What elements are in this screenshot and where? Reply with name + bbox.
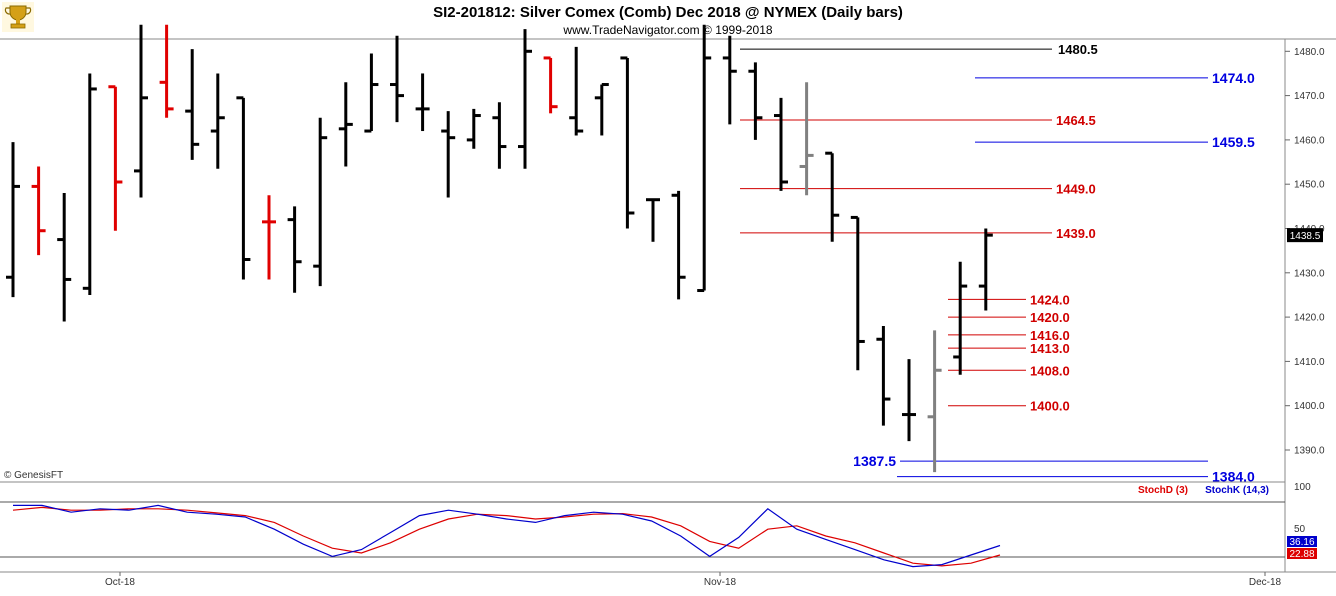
- level-label: 1459.5: [1212, 134, 1255, 150]
- level-label: 1420.0: [1030, 310, 1070, 325]
- x-tick-label: Nov-18: [704, 577, 737, 588]
- stochd-legend: StochD (3): [1138, 485, 1188, 496]
- y-tick-label: 1420.0: [1294, 313, 1325, 324]
- level-label: 1384.0: [1212, 469, 1255, 485]
- level-label: 1413.0: [1030, 341, 1070, 356]
- last-price-label: 1438.5: [1290, 231, 1321, 242]
- chart-subtitle: www.TradeNavigator.com © 1999-2018: [562, 23, 772, 37]
- y-tick-label: 1470.0: [1294, 91, 1325, 102]
- y-tick-label: 1450.0: [1294, 180, 1325, 191]
- watermark: © GenesisFT: [4, 470, 63, 481]
- level-label: 1424.0: [1030, 292, 1070, 307]
- level-label: 1480.5: [1058, 42, 1098, 57]
- level-label: 1439.0: [1056, 226, 1096, 241]
- level-label: 1400.0: [1030, 399, 1070, 414]
- level-label: 1474.0: [1212, 70, 1255, 86]
- stoch-tick-label: 100: [1294, 482, 1311, 493]
- level-label: 1416.0: [1030, 328, 1070, 343]
- stochk-value-label: 36.16: [1289, 537, 1314, 548]
- y-tick-label: 1430.0: [1294, 268, 1325, 279]
- level-label: 1387.5: [853, 453, 896, 469]
- stochd-value-tag: [1287, 548, 1317, 559]
- x-tick-label: Dec-18: [1249, 577, 1282, 588]
- x-tick-label: Oct-18: [105, 577, 135, 588]
- y-tick-label: 1410.0: [1294, 357, 1325, 368]
- stochk-line: [13, 504, 1001, 568]
- stochd-value-label: 22.88: [1289, 549, 1314, 560]
- last-price-tag: [1287, 228, 1323, 243]
- level-label: 1464.5: [1056, 113, 1096, 128]
- level-label: 1408.0: [1030, 363, 1070, 378]
- level-label: 1449.0: [1056, 182, 1096, 197]
- y-tick-label: 1390.0: [1294, 446, 1325, 457]
- chart-title: SI2-201812: Silver Comex (Comb) Dec 2018…: [433, 4, 903, 21]
- trophy-icon: [2, 2, 34, 32]
- y-tick-label: 1460.0: [1294, 135, 1325, 146]
- stoch-tick-label: 50: [1294, 524, 1306, 535]
- y-tick-label: 1480.0: [1294, 47, 1325, 58]
- y-tick-label: 1400.0: [1294, 401, 1325, 412]
- stochk-legend: StochK (14,3): [1205, 485, 1269, 496]
- stochk-value-tag: [1287, 536, 1317, 547]
